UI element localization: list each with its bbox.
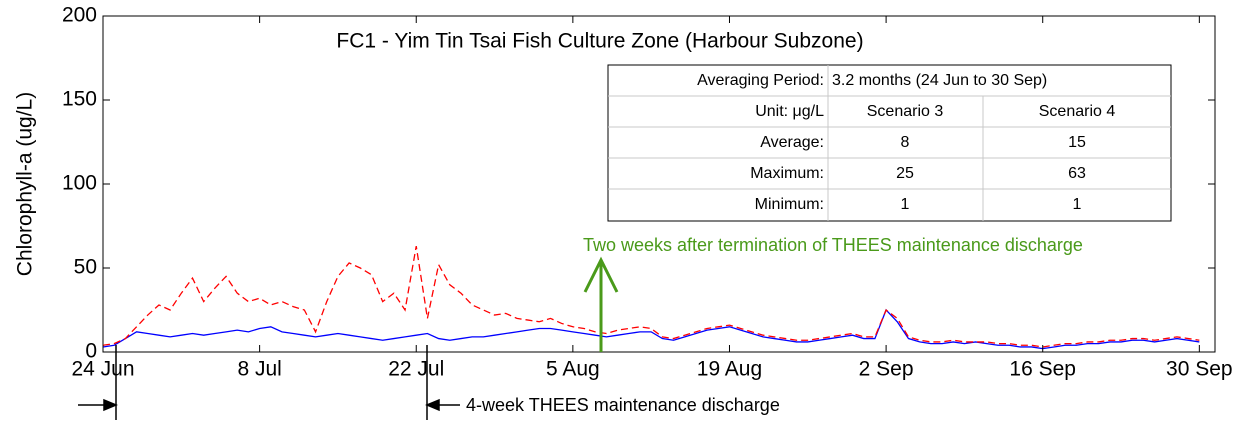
table-cell: Scenario 4 xyxy=(1039,103,1116,120)
x-tick-label: 24 Jun xyxy=(71,358,134,381)
y-tick-label: 0 xyxy=(85,340,97,363)
x-tick-label: 30 Sep xyxy=(1166,358,1233,381)
table-cell: Maximum: xyxy=(750,165,824,182)
x-tick-label: 8 Jul xyxy=(237,358,281,381)
chart-title: FC1 - Yim Tin Tsai Fish Culture Zone (Ha… xyxy=(336,30,863,53)
y-axis-label: Chlorophyll-a (ug/L) xyxy=(14,92,37,276)
table-cell: Averaging Period: xyxy=(697,72,824,89)
series-line xyxy=(102,308,1200,350)
stats-table: Averaging Period: 3.2 months (24 Jun to … xyxy=(607,64,1172,222)
table-cell: 1 xyxy=(1073,196,1082,213)
table-cell: Scenario 3 xyxy=(867,103,944,120)
y-tick-label: 50 xyxy=(74,256,97,279)
table-border xyxy=(607,64,1172,222)
y-tick-label: 150 xyxy=(62,88,97,111)
table-cell: 63 xyxy=(1068,165,1086,182)
y-tick-label: 200 xyxy=(62,4,97,27)
x-tick-label: 5 Aug xyxy=(546,358,600,381)
annotation: 4-week THEES maintenance discharge xyxy=(466,395,780,415)
series-line xyxy=(102,246,1200,348)
green-arrow xyxy=(583,256,619,352)
y-tick-label: 100 xyxy=(62,172,97,195)
table-cell: Minimum: xyxy=(755,196,824,213)
x-tick-label: 16 Sep xyxy=(1009,358,1076,381)
table-cell: Unit: μg/L xyxy=(755,103,824,120)
x-tick-label: 2 Sep xyxy=(859,358,914,381)
x-tick-label: 19 Aug xyxy=(697,358,762,381)
table-cell: 8 xyxy=(901,134,910,151)
discharge-markers xyxy=(78,345,460,420)
table-cell: 15 xyxy=(1068,134,1086,151)
table-cell: 25 xyxy=(896,165,914,182)
table-cell: 3.2 months (24 Jun to 30 Sep) xyxy=(832,72,1047,89)
table-cell: 1 xyxy=(901,196,910,213)
annotation: Two weeks after termination of THEES mai… xyxy=(583,235,1083,255)
table-cell: Average: xyxy=(760,134,824,151)
x-tick-label: 22 Jul xyxy=(388,358,444,381)
